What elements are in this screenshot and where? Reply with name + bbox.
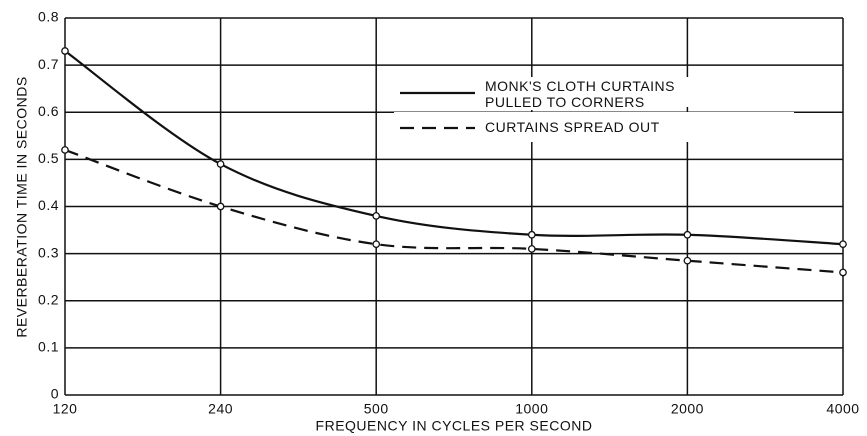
data-point xyxy=(527,245,536,253)
data-point xyxy=(61,146,69,154)
x-axis-label: FREQUENCY IN CYCLES PER SECOND xyxy=(316,418,593,434)
legend-label: CURTAINS SPREAD OUT xyxy=(485,119,745,135)
y-tick-label: 0.4 xyxy=(38,197,59,213)
y-axis-label: REVERBERATION TIME IN SECONDS xyxy=(14,76,30,337)
y-tick-label: 0 xyxy=(51,386,59,402)
data-point xyxy=(61,47,69,55)
data-point xyxy=(372,212,381,220)
y-tick-label: 0.5 xyxy=(38,150,59,166)
x-tick-label: 120 xyxy=(53,401,78,417)
series-line xyxy=(64,148,844,274)
data-point xyxy=(683,256,692,265)
y-tick-label: 0.3 xyxy=(38,244,59,260)
x-tick-label: 1000 xyxy=(515,401,548,417)
y-tick-label: 0.6 xyxy=(38,103,59,119)
x-tick-label: 2000 xyxy=(671,401,704,417)
data-point xyxy=(683,230,692,239)
data-point xyxy=(216,160,225,168)
y-tick-label: 0.2 xyxy=(38,291,59,307)
series-line xyxy=(64,50,844,246)
x-tick-label: 4000 xyxy=(826,401,859,417)
x-tick-label: 500 xyxy=(364,401,389,417)
legend-label: MONK'S CLOTH CURTAINS PULLED TO CORNERS xyxy=(485,78,685,110)
data-point xyxy=(839,268,847,277)
y-tick-label: 0.7 xyxy=(38,56,59,72)
data-point xyxy=(372,240,381,249)
data-point xyxy=(527,230,536,239)
x-tick-label: 240 xyxy=(208,401,233,417)
data-point xyxy=(839,240,847,249)
data-point xyxy=(216,202,225,211)
y-tick-label: 0.8 xyxy=(38,9,59,25)
y-tick-label: 0.1 xyxy=(38,339,59,355)
